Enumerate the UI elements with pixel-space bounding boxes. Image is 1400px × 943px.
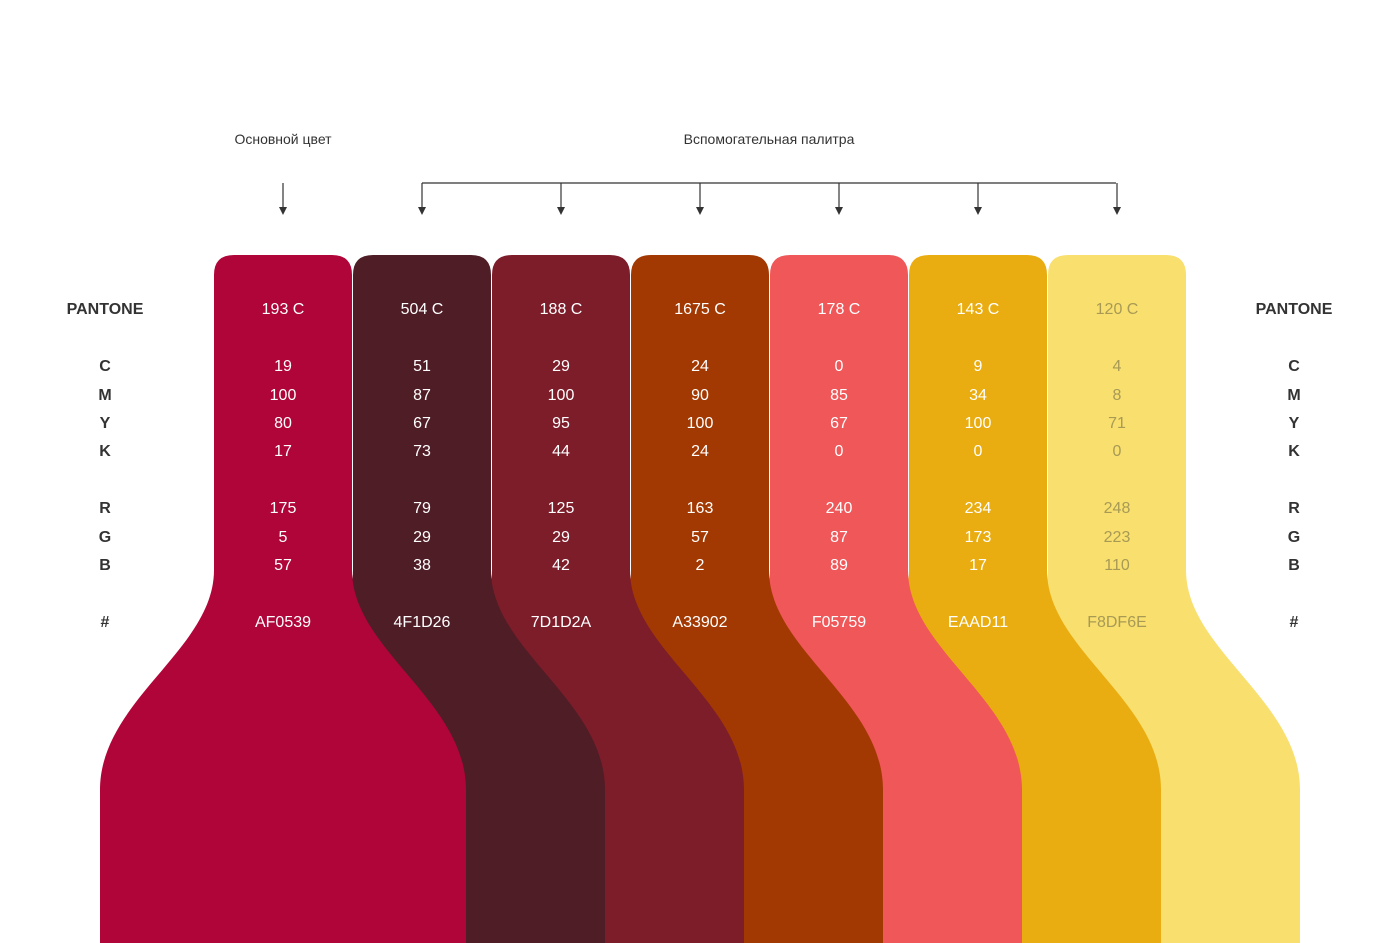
row-label-y-left: Y	[99, 415, 111, 432]
swatch-7-hex: F8DF6E	[1087, 614, 1147, 631]
bottles	[100, 255, 1300, 943]
swatch-4-hex: A33902	[672, 614, 727, 631]
secondary-arrow-head-1	[418, 207, 426, 215]
swatch-7-r: 248	[1104, 500, 1131, 517]
row-label-k-left: K	[99, 443, 111, 460]
swatch-3-pantone: 188 C	[540, 301, 583, 318]
secondary-arrow-head-5	[974, 207, 982, 215]
swatch-3-hex: 7D1D2A	[531, 614, 592, 631]
swatch-1-c: 19	[274, 358, 292, 375]
swatch-2-g: 29	[413, 529, 431, 546]
swatch-1-y: 80	[274, 415, 292, 432]
swatch-6-m: 34	[969, 387, 987, 404]
swatch-2-hex: 4F1D26	[394, 614, 451, 631]
secondary-arrow-head-2	[557, 207, 565, 215]
swatch-5-hex: F05759	[812, 614, 866, 631]
swatch-1-pantone: 193 C	[262, 301, 305, 318]
secondary-arrow-head-4	[835, 207, 843, 215]
swatch-1-hex: AF0539	[255, 614, 311, 631]
swatch-4-r: 163	[687, 500, 714, 517]
swatch-2-b: 38	[413, 557, 431, 574]
swatch-5-g: 87	[830, 529, 848, 546]
swatch-2-r: 79	[413, 500, 431, 517]
swatch-3-r: 125	[548, 500, 575, 517]
swatch-2-m: 87	[413, 387, 431, 404]
swatch-6-r: 234	[965, 500, 992, 517]
swatch-6-b: 17	[969, 557, 987, 574]
swatch-4-c: 24	[691, 358, 709, 375]
row-label-hex-right: #	[1289, 614, 1299, 631]
secondary-palette-label: Вспомогательная палитра	[683, 131, 855, 147]
swatch-1-b: 57	[274, 557, 292, 574]
row-label-b-right: B	[1288, 557, 1300, 574]
row-label-g-left: G	[98, 529, 112, 546]
row-label-c-right: C	[1288, 358, 1300, 375]
swatch-4-pantone: 1675 C	[674, 301, 726, 318]
swatch-3-c: 29	[552, 358, 570, 375]
row-label-c-left: C	[99, 358, 111, 375]
swatch-7-y: 71	[1108, 415, 1126, 432]
swatch-6-pantone: 143 C	[957, 301, 1000, 318]
swatch-5-b: 89	[830, 557, 848, 574]
swatch-1-k: 17	[274, 443, 292, 460]
row-label-k-right: K	[1288, 443, 1300, 460]
swatch-1-g: 5	[279, 529, 288, 546]
row-label-hex-left: #	[100, 614, 110, 631]
swatch-4-m: 90	[691, 387, 709, 404]
primary-color-label: Основной цвет	[234, 131, 332, 147]
swatch-2-k: 73	[413, 443, 431, 460]
swatch-7-m: 8	[1113, 387, 1122, 404]
row-label-r-right: R	[1288, 500, 1300, 517]
swatch-5-y: 67	[830, 415, 848, 432]
swatch-6-c: 9	[974, 358, 983, 375]
swatch-3-b: 42	[552, 557, 570, 574]
row-label-m-right: M	[1287, 387, 1301, 404]
row-label-g-right: G	[1287, 529, 1301, 546]
row-label-m-left: M	[98, 387, 112, 404]
row-label-r-left: R	[99, 500, 111, 517]
primary-arrow-head	[279, 207, 287, 215]
row-label-pantone-right: PANTONE	[1255, 301, 1333, 318]
swatch-5-k: 0	[835, 443, 844, 460]
swatch-6-y: 100	[965, 415, 992, 432]
swatch-1-m: 100	[270, 387, 297, 404]
swatch-5-m: 85	[830, 387, 848, 404]
swatch-5-pantone: 178 C	[818, 301, 861, 318]
swatch-1-r: 175	[270, 500, 297, 517]
row-label-pantone-left: PANTONE	[66, 301, 144, 318]
swatch-4-g: 57	[691, 529, 709, 546]
swatch-5-c: 0	[835, 358, 844, 375]
swatch-7-k: 0	[1113, 443, 1122, 460]
arrows	[279, 182, 1121, 215]
secondary-arrow-head-6	[1113, 207, 1121, 215]
swatch-4-b: 2	[696, 557, 705, 574]
swatch-2-y: 67	[413, 415, 431, 432]
swatch-4-y: 100	[687, 415, 714, 432]
swatch-4-k: 24	[691, 443, 709, 460]
swatch-7-pantone: 120 C	[1096, 301, 1139, 318]
row-label-b-left: B	[99, 557, 111, 574]
swatch-5-r: 240	[826, 500, 853, 517]
swatch-3-g: 29	[552, 529, 570, 546]
swatch-7-g: 223	[1104, 529, 1131, 546]
swatch-6-g: 173	[965, 529, 992, 546]
swatch-3-m: 100	[548, 387, 575, 404]
swatch-6-k: 0	[974, 443, 983, 460]
secondary-arrow-head-3	[696, 207, 704, 215]
bottle-swatch-1	[100, 255, 466, 943]
swatch-6-hex: EAAD11	[948, 614, 1008, 631]
swatch-3-y: 95	[552, 415, 570, 432]
swatch-3-k: 44	[552, 443, 570, 460]
swatch-7-c: 4	[1113, 358, 1122, 375]
swatch-2-pantone: 504 C	[401, 301, 444, 318]
swatch-2-c: 51	[413, 358, 431, 375]
row-label-y-right: Y	[1288, 415, 1300, 432]
swatch-7-b: 110	[1104, 557, 1130, 574]
